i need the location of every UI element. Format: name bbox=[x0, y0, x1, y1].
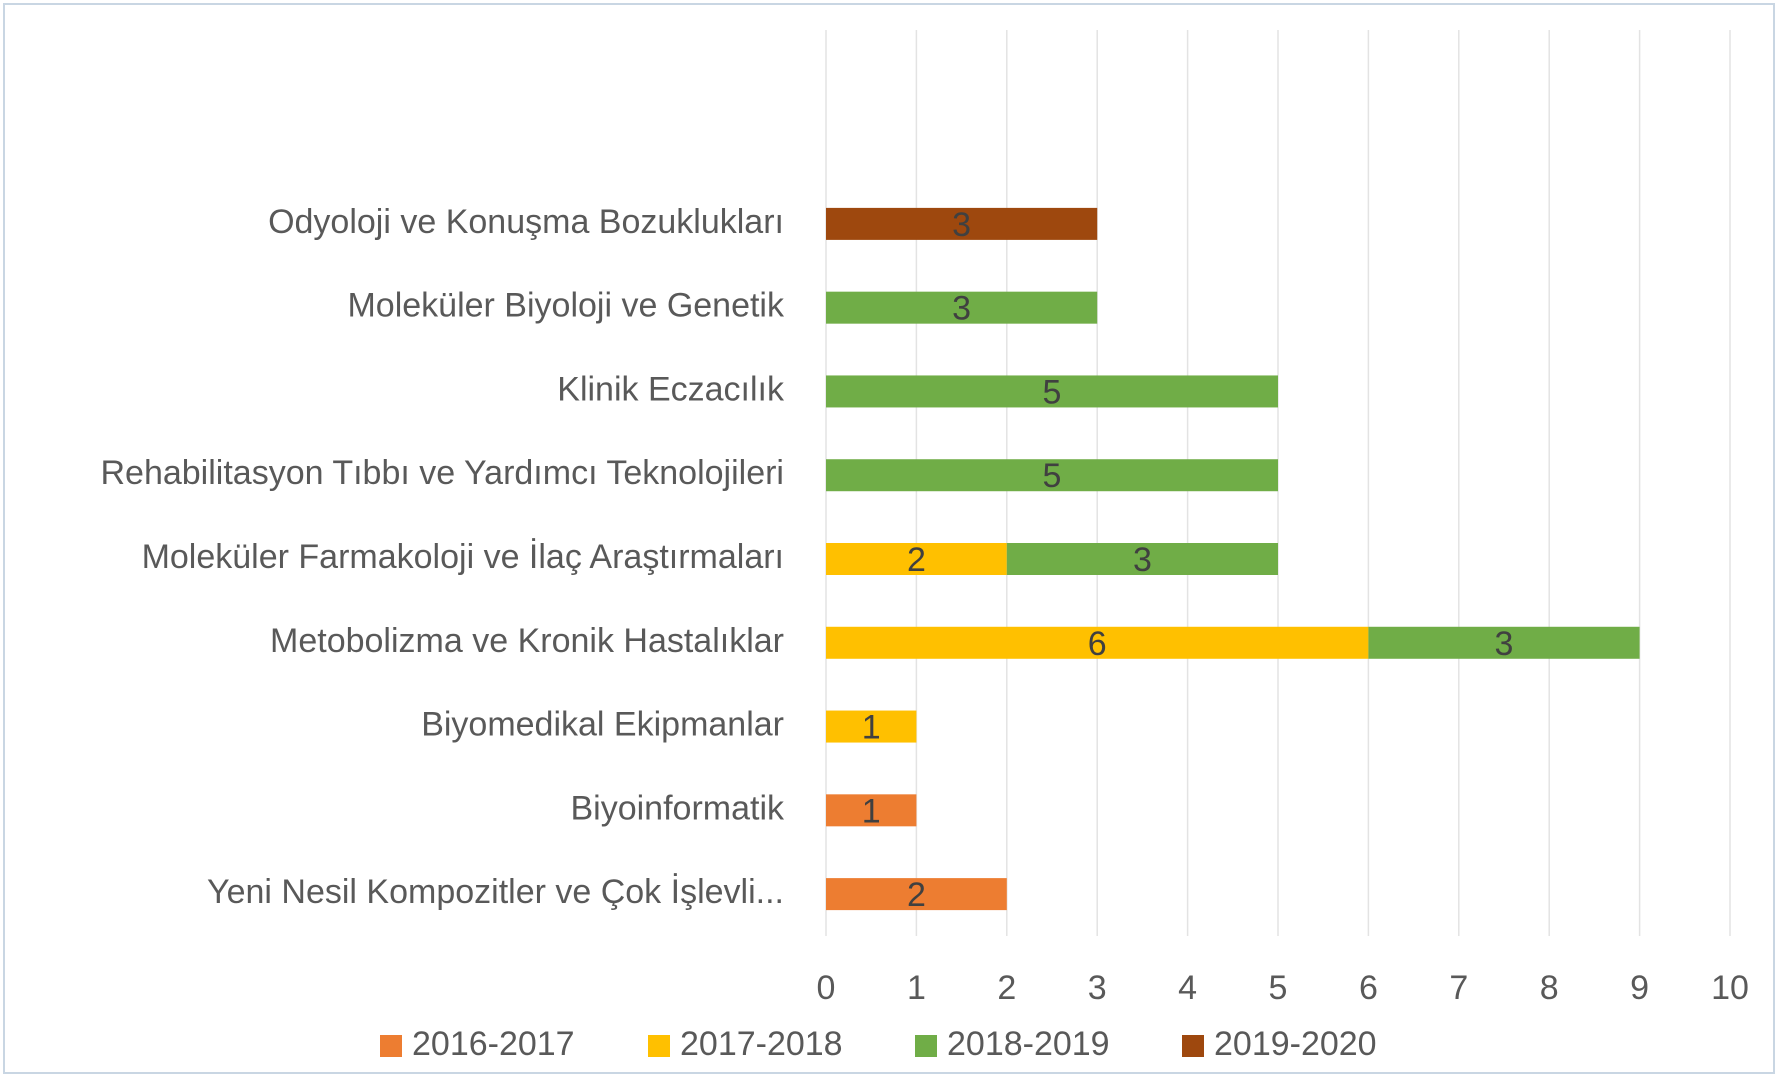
bar bbox=[826, 626, 1369, 659]
x-tick-label: 3 bbox=[1088, 969, 1107, 1007]
x-tick-label: 5 bbox=[1269, 969, 1288, 1007]
bar bbox=[826, 207, 1098, 240]
x-tick-label: 2 bbox=[997, 969, 1016, 1007]
bar bbox=[826, 375, 1278, 408]
data-label: 2 bbox=[907, 876, 926, 914]
y-tick-label: Moleküler Biyoloji ve Genetik bbox=[347, 287, 785, 325]
y-tick-label: Yeni Nesil Kompozitler ve Çok İşlevli... bbox=[207, 873, 784, 911]
x-tick-label: 8 bbox=[1540, 969, 1559, 1007]
data-label: 3 bbox=[952, 290, 971, 328]
legend-swatch bbox=[648, 1035, 670, 1057]
bar bbox=[1006, 543, 1278, 575]
x-tick-label: 7 bbox=[1449, 969, 1468, 1007]
bar bbox=[826, 543, 1007, 575]
legend-label: 2016-2017 bbox=[412, 1025, 575, 1063]
data-label: 1 bbox=[862, 792, 881, 830]
y-tick-label: Metobolizma ve Kronik Hastalıklar bbox=[270, 622, 784, 660]
x-tick-label: 4 bbox=[1178, 969, 1197, 1007]
legend-label: 2018-2019 bbox=[947, 1025, 1110, 1063]
bar bbox=[826, 878, 1007, 911]
data-label: 1 bbox=[862, 709, 881, 747]
data-label: 3 bbox=[1495, 625, 1514, 663]
bar bbox=[826, 710, 917, 743]
x-tick-label: 1 bbox=[907, 969, 926, 1007]
data-label: 5 bbox=[1043, 457, 1062, 495]
legend-swatch bbox=[915, 1035, 937, 1057]
data-label: 3 bbox=[1133, 541, 1152, 579]
legend-swatch bbox=[380, 1035, 402, 1057]
legend-swatch bbox=[1182, 1035, 1204, 1057]
data-label: 3 bbox=[952, 206, 971, 244]
y-tick-label: Rehabilitasyon Tıbbı ve Yardımcı Teknolo… bbox=[100, 454, 784, 492]
x-tick-label: 0 bbox=[817, 969, 836, 1007]
data-label: 5 bbox=[1043, 373, 1062, 411]
x-tick-label: 10 bbox=[1711, 969, 1749, 1007]
legend-label: 2019-2020 bbox=[1214, 1025, 1377, 1063]
y-tick-label: Moleküler Farmakoloji ve İlaç Araştırmal… bbox=[142, 538, 784, 576]
data-label: 2 bbox=[907, 541, 926, 579]
y-tick-label: Odyoloji ve Konuşma Bozuklukları bbox=[268, 203, 784, 241]
bar bbox=[826, 291, 1098, 324]
x-tick-label: 9 bbox=[1630, 969, 1649, 1007]
data-label: 6 bbox=[1088, 625, 1107, 663]
bar bbox=[826, 459, 1278, 492]
x-tick-label: 6 bbox=[1359, 969, 1378, 1007]
y-tick-label: Klinik Eczacılık bbox=[557, 370, 785, 408]
y-tick-label: Biyoinformatik bbox=[570, 789, 785, 827]
bar bbox=[826, 794, 917, 827]
bar bbox=[1368, 626, 1640, 659]
legend-label: 2017-2018 bbox=[680, 1025, 843, 1063]
y-tick-label: Biyomedikal Ekipmanlar bbox=[421, 706, 784, 744]
